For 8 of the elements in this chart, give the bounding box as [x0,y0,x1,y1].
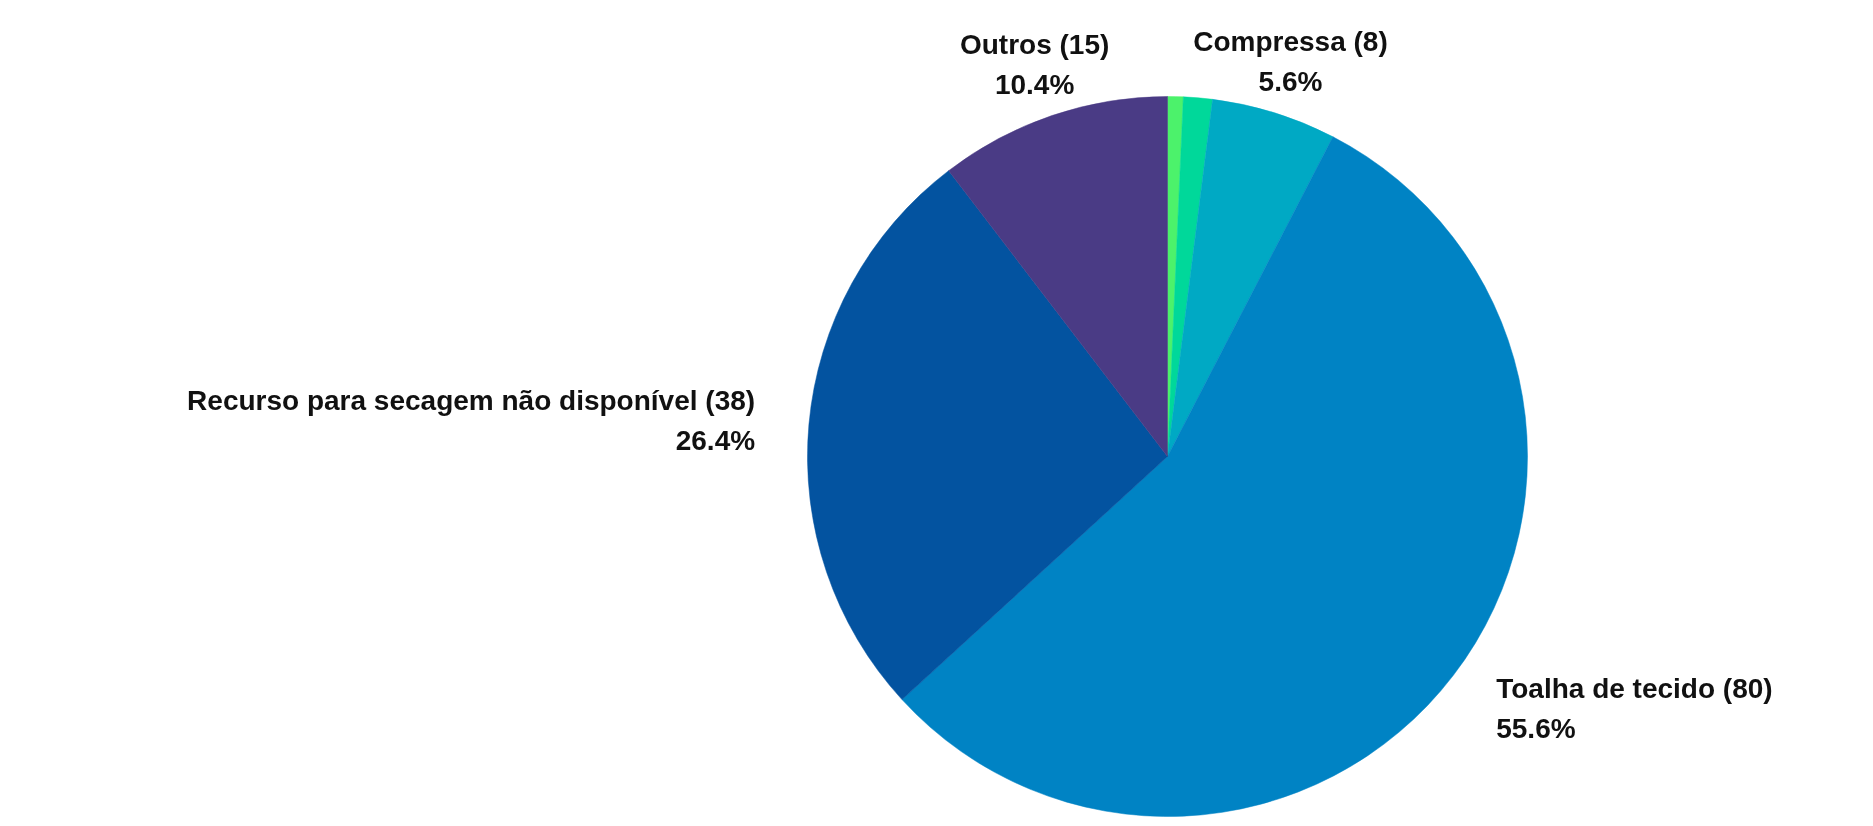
data-label: 55.6% [1496,712,1576,744]
slice-label: Recurso para secagem não disponível (38) [187,384,756,416]
slice-label: Toalha de tecido (80) [1496,672,1773,704]
data-label: 5.6% [1258,65,1323,97]
slice-label: Compressa (8) [1193,25,1388,57]
slice-label: Outros (15) [959,28,1110,60]
data-label: 10.4% [994,68,1075,100]
data-label: 26.4% [675,424,756,456]
